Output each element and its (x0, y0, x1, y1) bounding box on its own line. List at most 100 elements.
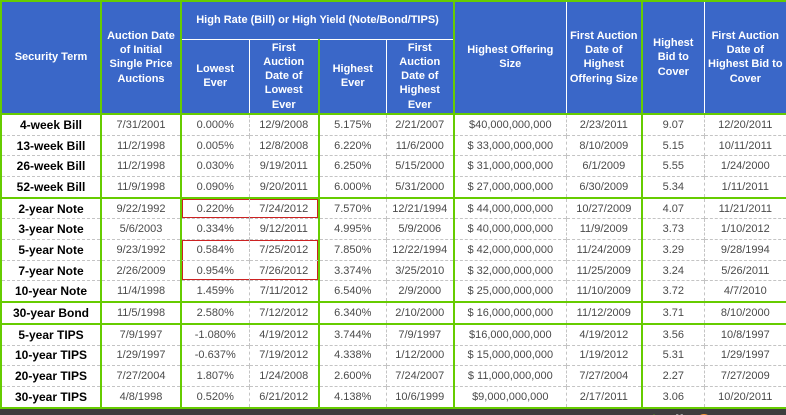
table-cell: 7/27/2009 (703, 365, 786, 387)
footer-bar: Элитный Трейдер, ELITETRADER.RU clip2net… (0, 408, 786, 415)
table-cell: 4.338% (318, 344, 386, 366)
table-cell: $ 16,000,000,000 (453, 301, 567, 324)
table-cell: 1/19/2012 (565, 344, 643, 366)
table-cell: $ 32,000,000,000 (453, 259, 567, 281)
table-cell: 2.27 (641, 365, 705, 387)
table-cell: 11/4/1998 (100, 280, 181, 303)
table-cell: 1/24/2008 (248, 365, 319, 387)
table-row: 52-week Bill 11/9/1998 0.090% 9/20/2011 … (1, 176, 786, 198)
table-cell: 1/12/2000 (385, 344, 455, 366)
table-cell-highlighted: 7/24/2012 (248, 196, 319, 219)
table-cell: $ 31,000,000,000 (453, 155, 567, 177)
table-cell: 2/21/2007 (385, 113, 455, 136)
table-cell: 3/25/2010 (385, 259, 455, 281)
col-header-security-term: Security Term (1, 1, 101, 115)
table-cell: 6/30/2009 (565, 176, 643, 198)
table-cell: 7.850% (318, 239, 386, 261)
table-cell: 1/24/2000 (703, 155, 786, 177)
table-row: 3-year Note 5/6/2003 0.334% 9/12/2011 4.… (1, 218, 786, 240)
col-header-initial-auction-date: Auction Date of Initial Single Price Auc… (100, 1, 181, 115)
table-cell: 2/17/2011 (565, 385, 643, 408)
table-cell: 5/15/2000 (385, 155, 455, 177)
table-cell: 6.220% (318, 134, 386, 156)
table-cell: 12/8/2008 (248, 134, 319, 156)
table-row: 4-week Bill 7/31/2001 0.000% 12/9/2008 5… (1, 113, 786, 136)
table-cell: 10/6/1999 (385, 385, 455, 408)
col-header-highest-ever-date: First Auction Date of Highest Ever (385, 39, 455, 115)
table-cell: 9/28/1994 (703, 239, 786, 261)
table-cell: 3.71 (641, 301, 705, 324)
table-cell: 10/27/2009 (565, 196, 643, 219)
table-cell: 11/5/1998 (100, 301, 181, 324)
table-cell: 4/19/2012 (248, 322, 319, 346)
table-cell: 2/10/2000 (385, 301, 455, 324)
table-cell: $40,000,000,000 (453, 113, 567, 136)
table-cell: 11/2/1998 (100, 134, 181, 156)
table-cell: 0.334% (180, 218, 249, 240)
table-cell: 9/23/1992 (100, 239, 181, 261)
table-cell: 2/26/2009 (100, 259, 181, 281)
table-cell: 6/1/2009 (565, 155, 643, 177)
table-cell: 1.459% (180, 280, 249, 303)
row-label: 3-year Note (1, 218, 101, 240)
table-cell: 5.55 (641, 155, 705, 177)
watermark-credit-text: Элитный Трейдер, ELITETRADER.RU (8, 413, 276, 415)
row-label: 26-week Bill (1, 155, 101, 177)
row-label: 7-year Note (1, 259, 101, 281)
table-cell: 3.73 (641, 218, 705, 240)
table-row: 30-year TIPS 4/8/1998 0.520% 6/21/2012 4… (1, 385, 786, 408)
table-cell: 11/12/2009 (565, 301, 643, 324)
table-cell: $9,000,000,000 (453, 385, 567, 408)
table-cell: 9/20/2011 (248, 176, 319, 198)
table-cell: 2/23/2011 (565, 113, 643, 136)
header-row-group: Security Term Auction Date of Initial Si… (1, 1, 786, 115)
header-row-sub: Lowest Ever First Auction Date of Lowest… (1, 39, 786, 115)
table-cell: 0.030% (180, 155, 249, 177)
table-cell: 2.580% (180, 301, 249, 324)
table-cell: 10/8/1997 (703, 322, 786, 346)
table-cell: 5/26/2011 (703, 259, 786, 281)
table-header: Security Term Auction Date of Initial Si… (1, 1, 786, 115)
table-cell: 0.000% (180, 113, 249, 136)
table-cell: $ 15,000,000,000 (453, 344, 567, 366)
table-cell: 1/11/2011 (703, 176, 786, 198)
table-cell: 11/9/2009 (565, 218, 643, 240)
table-row: 30-year Bond 11/5/1998 2.580% 7/12/2012 … (1, 301, 786, 324)
table-cell-highlighted: 0.584% (180, 239, 249, 261)
table-cell: 1.807% (180, 365, 249, 387)
table-cell: 11/9/1998 (100, 176, 181, 198)
table-cell: $ 33,000,000,000 (453, 134, 567, 156)
table-cell: 5.15 (641, 134, 705, 156)
table-cell: 11/6/2000 (385, 134, 455, 156)
table-row: 5-year Note 9/23/1992 0.584% 7/25/2012 7… (1, 239, 786, 261)
table-cell: 6.250% (318, 155, 386, 177)
table-row: 10-year TIPS 1/29/1997 -0.637% 7/19/2012… (1, 344, 786, 366)
col-header-bid-to-cover-date: First Auction Date of Highest Bid to Cov… (703, 1, 786, 115)
row-label: 30-year Bond (1, 301, 101, 324)
col-header-lowest-ever: Lowest Ever (180, 39, 249, 115)
table-cell: $ 27,000,000,000 (453, 176, 567, 198)
col-group-header-high-rate-high-yield: High Rate (Bill) or High Yield (Note/Bon… (179, 1, 455, 40)
table-cell: 3.374% (318, 259, 386, 281)
table-cell: 6.540% (318, 280, 386, 303)
table-cell: $ 11,000,000,000 (453, 365, 567, 387)
table-cell: 11/2/1998 (100, 155, 181, 177)
col-header-lowest-ever-date: First Auction Date of Lowest Ever (248, 39, 319, 115)
row-label: 20-year TIPS (1, 365, 101, 387)
table-cell: 9/19/2011 (248, 155, 319, 177)
table-cell: -1.080% (180, 322, 249, 346)
table-row: 26-week Bill 11/2/1998 0.030% 9/19/2011 … (1, 155, 786, 177)
row-label: 5-year TIPS (1, 322, 101, 346)
table-cell: 0.090% (180, 176, 249, 198)
row-label: 30-year TIPS (1, 385, 101, 408)
table-cell: 0.005% (180, 134, 249, 156)
logo-text-clip: clip (666, 413, 694, 415)
table-cell: $ 44,000,000,000 (453, 196, 567, 219)
table-cell: 3.24 (641, 259, 705, 281)
table-cell: 12/21/1994 (385, 196, 455, 219)
table-cell: 6.340% (318, 301, 386, 324)
table-cell: 2.600% (318, 365, 386, 387)
col-header-highest-bid-to-cover: Highest Bid to Cover (641, 1, 705, 115)
